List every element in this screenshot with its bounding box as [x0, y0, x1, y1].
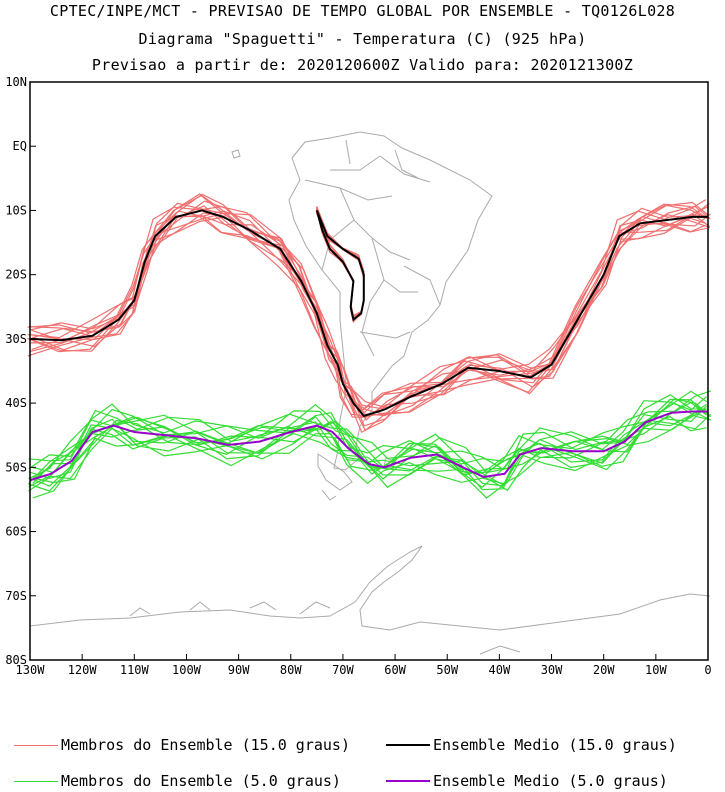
- lon-tick-label: 60W: [384, 663, 406, 677]
- tierra-del-fuego-coast: [317, 453, 353, 501]
- mean-15-andes-contour: [315, 210, 365, 322]
- mean-5-contour: [29, 410, 708, 482]
- lon-tick-label: 50W: [436, 663, 458, 677]
- lat-tick-label: 20S: [5, 268, 27, 282]
- country-borders: [304, 139, 441, 357]
- legend-members-5: Membros do Ensemble (5.0 graus): [14, 772, 341, 790]
- spaghetti-map: 130W 120W 110W 100W 90W 80W 70W 60W 50W 40W 30W 20W…: [5, 75, 712, 677]
- lon-tick-label: 130W: [16, 663, 46, 677]
- mean-15-contour: [29, 209, 708, 418]
- lon-tick-label: 120W: [68, 663, 98, 677]
- ensemble-means: [29, 209, 708, 482]
- south-america-coast: [288, 131, 493, 471]
- member-5-contour: [28, 401, 707, 492]
- legend-swatch-mean-5: [386, 780, 430, 782]
- member-5-contour: [32, 398, 712, 484]
- antarctica-coast: [29, 545, 711, 631]
- axis-ticks: 130W 120W 110W 100W 90W 80W 70W 60W 50W 40W 30W 20W…: [5, 75, 711, 677]
- lat-tick-label: 70S: [5, 589, 27, 603]
- lat-tick-label: 10N: [5, 75, 27, 89]
- coastlines: [29, 131, 711, 655]
- lon-tick-label: 40W: [489, 663, 511, 677]
- member-15-contour: [31, 212, 710, 432]
- member-15-contour: [27, 193, 706, 412]
- member-5-contour: [28, 405, 708, 486]
- legend-swatch-mean-15: [386, 744, 430, 746]
- lat-tick-label: 50S: [5, 460, 27, 474]
- ensemble-members-5: [28, 390, 712, 499]
- lon-tick-label: 100W: [172, 663, 202, 677]
- legend-mean-15: Ensemble Medio (15.0 graus): [386, 736, 677, 754]
- lon-tick-label: 10W: [645, 663, 667, 677]
- legend-swatch-members-15: [14, 744, 58, 746]
- lon-tick-label: 70W: [332, 663, 354, 677]
- lat-tick-label: 30S: [5, 332, 27, 346]
- lon-tick-label: 90W: [228, 663, 250, 677]
- lat-tick-label: 10S: [5, 203, 27, 217]
- lat-tick-label: 80S: [5, 653, 27, 667]
- member-15-contour: [27, 216, 706, 433]
- map-frame: [29, 81, 709, 661]
- member-5-contour: [28, 390, 708, 480]
- member-5-contour: [28, 398, 707, 484]
- lat-tick-label: 40S: [5, 396, 27, 410]
- lat-tick-label: 60S: [5, 525, 27, 539]
- title-line-3: Previsao a partir de: 2020120600Z Valido…: [91, 56, 634, 74]
- member-15-contour: [30, 206, 709, 417]
- lon-tick-label: 30W: [541, 663, 563, 677]
- galapagos-coast: [231, 149, 241, 159]
- title-line-2: Diagrama "Spaguetti" - Temperatura (C) (…: [138, 30, 587, 48]
- legend-label-mean-5: Ensemble Medio (5.0 graus): [433, 772, 668, 790]
- title-line-1: CPTEC/INPE/MCT - PREVISAO DE TEMPO GLOBA…: [49, 2, 676, 20]
- lon-tick-label: 20W: [593, 663, 615, 677]
- legend-swatch-members-5: [14, 780, 58, 782]
- member-15-contour: [30, 212, 709, 427]
- antarctic-islands-coast: [129, 601, 521, 655]
- legend-label-members-15: Membros do Ensemble (15.0 graus): [61, 736, 350, 754]
- legend-label-mean-15: Ensemble Medio (15.0 graus): [433, 736, 677, 754]
- lat-tick-label: EQ: [13, 139, 27, 153]
- legend-label-members-5: Membros do Ensemble (5.0 graus): [61, 772, 341, 790]
- member-5-contour: [28, 396, 707, 470]
- lon-tick-label: 0: [704, 663, 711, 677]
- legend-mean-5: Ensemble Medio (5.0 graus): [386, 772, 668, 790]
- lon-tick-label: 80W: [280, 663, 302, 677]
- lon-tick-label: 110W: [120, 663, 150, 677]
- member-5-contour: [32, 390, 711, 474]
- ensemble-members-15: [27, 193, 711, 433]
- member-15-contour: [32, 210, 711, 416]
- legend-members-15: Membros do Ensemble (15.0 graus): [14, 736, 350, 754]
- member-15-contour: [28, 194, 708, 411]
